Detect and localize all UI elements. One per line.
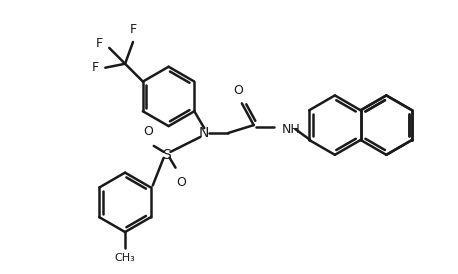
Text: F: F [130,23,136,36]
Text: N: N [199,126,209,140]
Text: CH₃: CH₃ [114,253,136,263]
Text: NH: NH [282,122,300,136]
Text: F: F [96,38,104,50]
Text: S: S [162,148,171,162]
Text: O: O [143,125,153,138]
Text: O: O [233,84,243,97]
Text: F: F [92,61,99,74]
Text: O: O [176,176,186,189]
